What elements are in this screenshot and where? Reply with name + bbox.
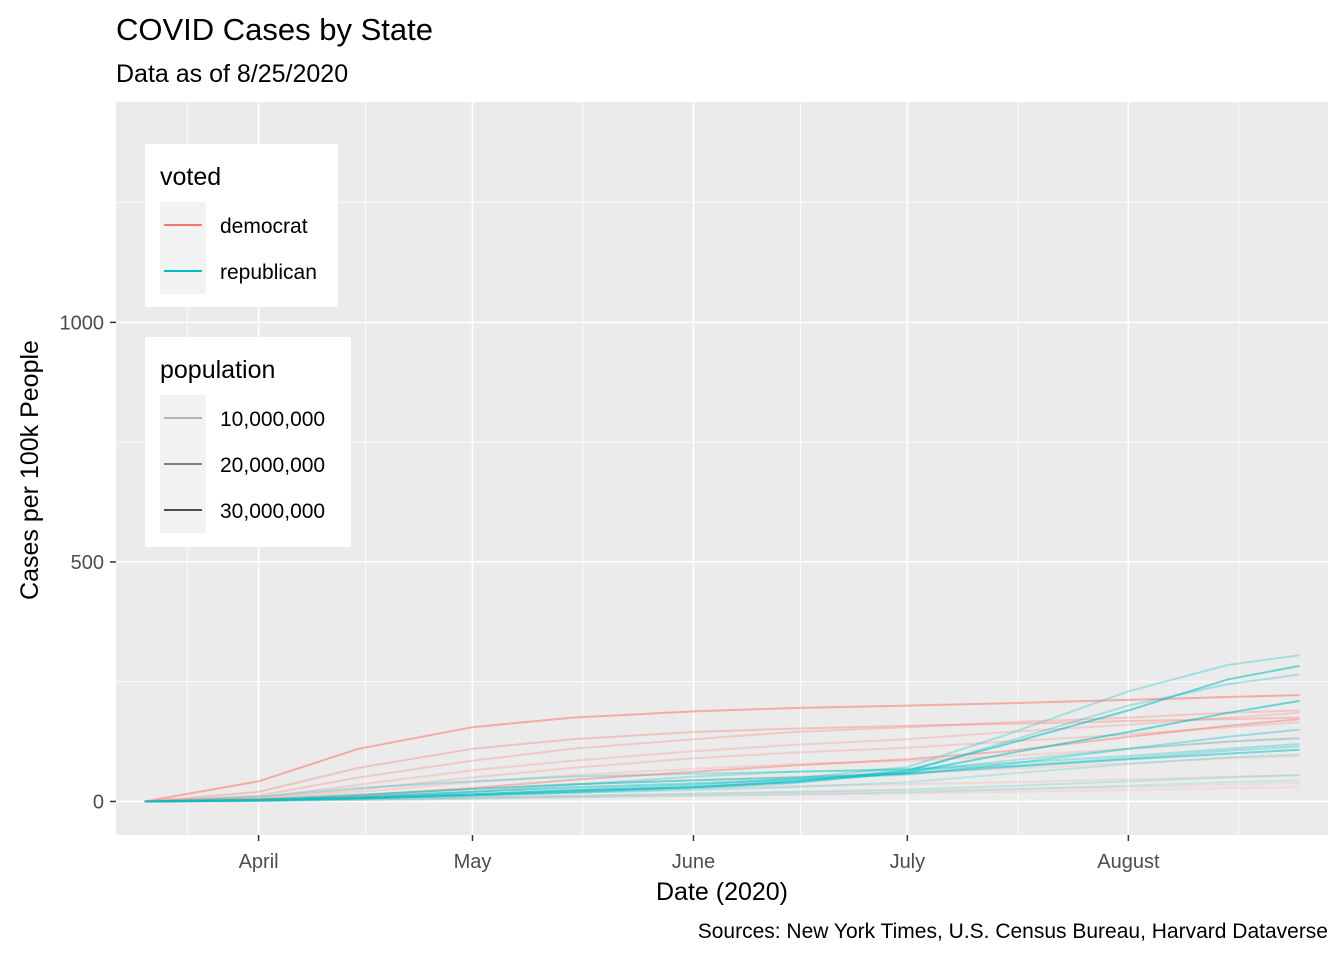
series-line-republican-22 [144,779,1300,803]
legends: voted democrat republican population 10,000,… [145,144,351,547]
series-line-democrat-11 [144,786,1300,803]
grid-lines [116,102,1328,835]
series-line-republican-18 [144,748,1300,803]
axes: April May June July August 0 500 1000 [60,312,1160,873]
x-tick-label: May [454,851,492,873]
legend-voted: voted democrat republican [145,144,338,307]
series-line-democrat-1 [144,694,1300,803]
y-tick-label: 0 [93,791,104,813]
x-tick-label: June [672,851,715,873]
series-line-democrat-5 [144,721,1300,803]
legend-title: population [160,356,275,384]
series-line-republican-17 [144,745,1300,803]
x-tick-label: April [239,851,279,873]
series-line-democrat-7 [144,737,1300,803]
series-line-republican-15 [144,699,1300,803]
legend-label: 30,000,000 [220,500,325,523]
series-line-democrat-3 [144,709,1300,803]
chart-title: COVID Cases by State [116,12,434,47]
legend-label: 10,000,000 [220,408,325,431]
series-line-democrat-4 [144,711,1300,803]
legend-title: voted [160,163,221,191]
legend-label: democrat [220,215,308,238]
legend-population: population 10,000,000 20,000,000 30,000,000 [145,337,351,547]
legend-label: 20,000,000 [220,454,325,477]
legend-label: republican [220,261,317,284]
y-tick-label: 1000 [60,312,105,334]
series-line-democrat-2 [144,716,1300,803]
chart-subtitle: Data as of 8/25/2020 [116,60,349,88]
chart-caption: Sources: New York Times, U.S. Census Bur… [697,920,1328,943]
x-axis-title: Date (2020) [656,878,788,906]
y-tick-label: 500 [71,552,104,574]
series-lines [144,654,1300,803]
y-axis-title: Cases per 100k People [16,340,44,600]
x-tick-label: July [890,851,926,873]
x-tick-label: August [1097,851,1160,873]
